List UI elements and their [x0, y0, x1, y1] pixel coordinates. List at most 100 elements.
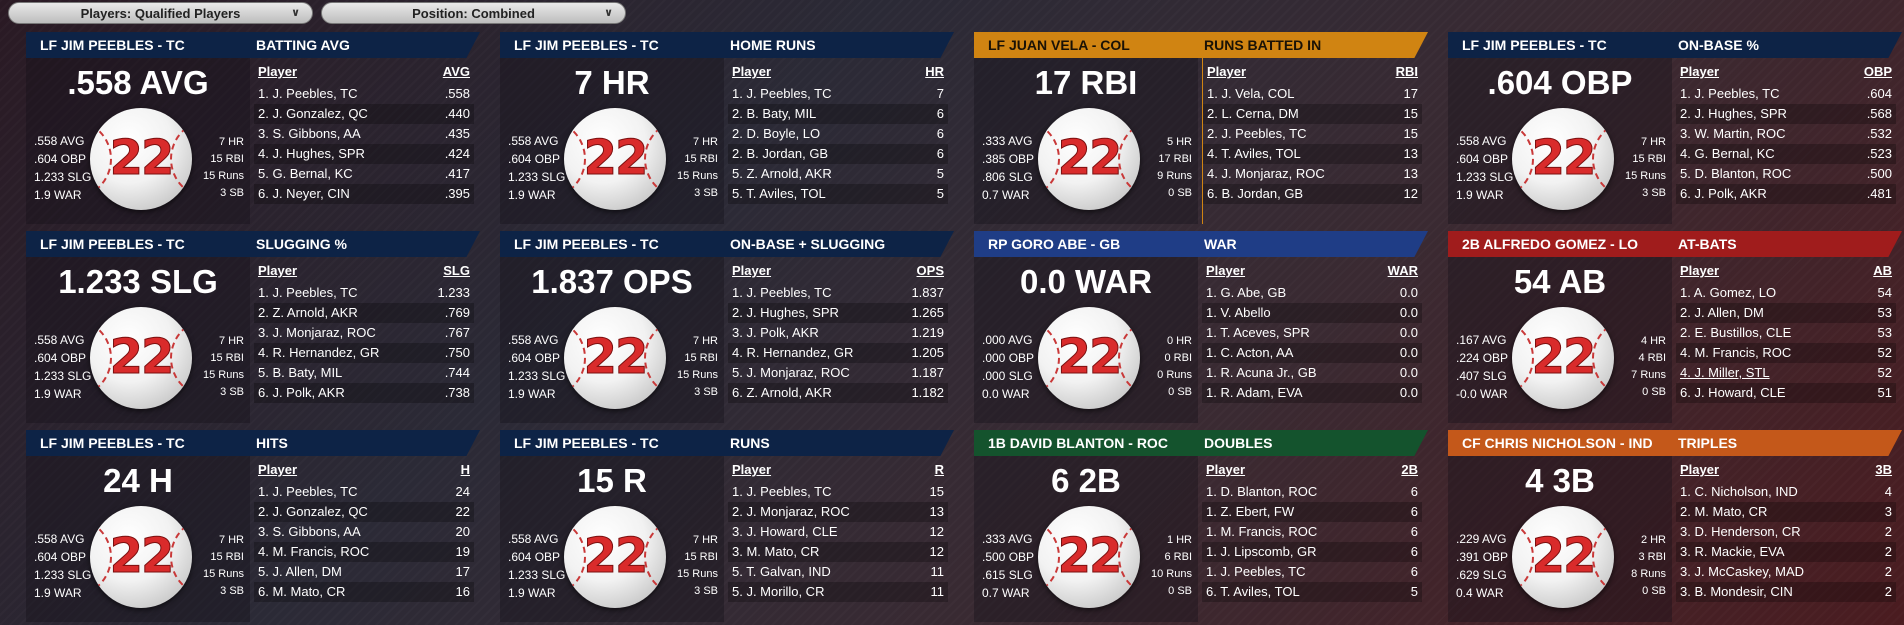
- leader-row[interactable]: 3. M. Mato, CR 12: [728, 542, 948, 562]
- leader-row[interactable]: 1. J. Peebles, TC .604: [1676, 84, 1896, 104]
- leader-name[interactable]: 2. Z. Arnold, AKR: [258, 305, 358, 320]
- leader-name[interactable]: 6. J. Howard, CLE: [1680, 385, 1786, 400]
- leader-card[interactable]: 2B ALFREDO GOMEZ - LO AT-BATS 54 AB 22 .…: [1448, 231, 1902, 423]
- leader-name[interactable]: 6. J. Polk, AKR: [1680, 186, 1767, 201]
- featured-player-name[interactable]: LF JIM PEEBLES - TC: [40, 37, 185, 53]
- leader-row[interactable]: 1. J. Peebles, TC 7: [728, 84, 948, 104]
- player-column-header[interactable]: Player: [258, 64, 298, 79]
- leader-row[interactable]: 1. J. Peebles, TC 6: [1202, 562, 1422, 582]
- leader-card[interactable]: LF JIM PEEBLES - TC RUNS 15 R 22 .558 AV…: [500, 430, 954, 622]
- leader-name[interactable]: 4. T. Aviles, TOL: [1207, 146, 1301, 161]
- leader-name[interactable]: 4. M. Francis, ROC: [1680, 345, 1792, 360]
- leader-name[interactable]: 1. R. Acuna Jr., GB: [1206, 365, 1317, 380]
- leader-name[interactable]: 4. M. Francis, ROC: [258, 544, 370, 559]
- leader-row[interactable]: 2. E. Bustillos, CLE 53: [1676, 323, 1896, 343]
- leader-row[interactable]: 1. M. Francis, ROC 6: [1202, 522, 1422, 542]
- leader-row[interactable]: 1. J. Vela, COL 17: [1203, 84, 1422, 104]
- leader-row[interactable]: 1. J. Peebles, TC 1.837: [728, 283, 948, 303]
- leader-name[interactable]: 6. J. Polk, AKR: [258, 385, 345, 400]
- leader-card[interactable]: RP GORO ABE - GB WAR 0.0 WAR 22 .000 AVG…: [974, 231, 1428, 423]
- leader-card[interactable]: LF JIM PEEBLES - TC ON-BASE % .604 OBP 2…: [1448, 32, 1902, 224]
- leader-name[interactable]: 3. S. Gibbons, AA: [258, 524, 361, 539]
- player-column-header[interactable]: Player: [1680, 462, 1720, 477]
- stat-column-header[interactable]: H: [460, 462, 470, 477]
- featured-player-name[interactable]: RP GORO ABE - GB: [988, 236, 1121, 252]
- leader-name[interactable]: 1. M. Francis, ROC: [1206, 524, 1318, 539]
- leader-name[interactable]: 1. J. Peebles, TC: [1680, 86, 1780, 101]
- leader-name[interactable]: 3. D. Henderson, CR: [1680, 524, 1801, 539]
- leader-row[interactable]: 3. S. Gibbons, AA .435: [254, 124, 474, 144]
- leader-row[interactable]: 6. M. Mato, CR 16: [254, 582, 474, 602]
- leader-row[interactable]: 6. J. Neyer, CIN .395: [254, 184, 474, 204]
- leader-name[interactable]: 3. J. Polk, AKR: [732, 325, 819, 340]
- leader-name[interactable]: 6. J. Neyer, CIN: [258, 186, 350, 201]
- leader-name[interactable]: 2. J. Peebles, TC: [1207, 126, 1307, 141]
- leader-row[interactable]: 5. J. Monjaraz, ROC 1.187: [728, 363, 948, 383]
- leader-name[interactable]: 5. J. Allen, DM: [258, 564, 342, 579]
- leader-name[interactable]: 1. J. Peebles, TC: [258, 285, 358, 300]
- leader-name[interactable]: 1. J. Peebles, TC: [258, 484, 358, 499]
- leader-name[interactable]: 4. J. Hughes, SPR: [258, 146, 365, 161]
- leader-row[interactable]: 1. J. Lipscomb, GR 6: [1202, 542, 1422, 562]
- stat-column-header[interactable]: AVG: [442, 64, 470, 79]
- player-column-header[interactable]: Player: [258, 462, 298, 477]
- leader-name[interactable]: 5. T. Galvan, IND: [732, 564, 831, 579]
- stat-column-header[interactable]: WAR: [1387, 263, 1418, 278]
- leader-row[interactable]: 3. J. Howard, CLE 12: [728, 522, 948, 542]
- leader-row[interactable]: 5. J. Allen, DM 17: [254, 562, 474, 582]
- leader-row[interactable]: 1. T. Aceves, SPR 0.0: [1202, 323, 1422, 343]
- leader-name[interactable]: 1. R. Adam, EVA: [1206, 385, 1303, 400]
- leader-name[interactable]: 5. B. Baty, MIL: [258, 365, 343, 380]
- player-column-header[interactable]: Player: [1206, 462, 1246, 477]
- leader-row[interactable]: 3. D. Henderson, CR 2: [1676, 522, 1896, 542]
- leader-name[interactable]: 1. A. Gomez, LO: [1680, 285, 1777, 300]
- leader-row[interactable]: 4. M. Francis, ROC 19: [254, 542, 474, 562]
- leader-name[interactable]: 1. V. Abello: [1206, 305, 1271, 320]
- leader-name[interactable]: 1. Z. Ebert, FW: [1206, 504, 1295, 519]
- player-column-header[interactable]: Player: [1680, 64, 1720, 79]
- leader-row[interactable]: 4. R. Hernandez, GR .750: [254, 343, 474, 363]
- featured-player-name[interactable]: 2B ALFREDO GOMEZ - LO: [1462, 236, 1639, 252]
- leader-row[interactable]: 2. Z. Arnold, AKR .769: [254, 303, 474, 323]
- leader-name[interactable]: 1. J. Peebles, TC: [732, 86, 832, 101]
- leader-name[interactable]: 2. B. Baty, MIL: [732, 106, 817, 121]
- stat-column-header[interactable]: OBP: [1863, 64, 1892, 79]
- leader-row[interactable]: 5. Z. Arnold, AKR 5: [728, 164, 948, 184]
- leader-name[interactable]: 3. J. Monjaraz, ROC: [258, 325, 376, 340]
- leader-row[interactable]: 2. B. Baty, MIL 6: [728, 104, 948, 124]
- leader-row[interactable]: 3. W. Martin, ROC .532: [1676, 124, 1896, 144]
- leader-name[interactable]: 2. E. Bustillos, CLE: [1680, 325, 1792, 340]
- leader-row[interactable]: 5. J. Morillo, CR 11: [728, 582, 948, 602]
- leader-row[interactable]: 1. J. Peebles, TC 15: [728, 482, 948, 502]
- leader-row[interactable]: 4. J. Monjaraz, ROC 13: [1203, 164, 1422, 184]
- leader-name[interactable]: 5. J. Monjaraz, ROC: [732, 365, 850, 380]
- stat-column-header[interactable]: OPS: [916, 263, 944, 278]
- featured-player-name[interactable]: 1B DAVID BLANTON - ROC: [988, 435, 1168, 451]
- leader-row[interactable]: 1. A. Gomez, LO 54: [1676, 283, 1896, 303]
- leader-row[interactable]: 3. J. Polk, AKR 1.219: [728, 323, 948, 343]
- leader-row[interactable]: 1. V. Abello 0.0: [1202, 303, 1422, 323]
- leader-row[interactable]: 2. J. Hughes, SPR .568: [1676, 104, 1896, 124]
- leader-row[interactable]: 3. J. Monjaraz, ROC .767: [254, 323, 474, 343]
- leader-name[interactable]: 1. T. Aceves, SPR: [1206, 325, 1310, 340]
- leader-name[interactable]: 1. G. Abe, GB: [1206, 285, 1287, 300]
- leader-row[interactable]: 2. J. Monjaraz, ROC 13: [728, 502, 948, 522]
- leader-row[interactable]: 1. J. Peebles, TC 24: [254, 482, 474, 502]
- leader-name[interactable]: 3. B. Mondesir, CIN: [1680, 584, 1793, 599]
- leader-name[interactable]: 2. J. Gonzalez, QC: [258, 504, 368, 519]
- leader-name[interactable]: 4. G. Bernal, KC: [1680, 146, 1775, 161]
- leader-row[interactable]: 6. Z. Arnold, AKR 1.182: [728, 383, 948, 403]
- leader-name[interactable]: 1. J. Vela, COL: [1207, 86, 1295, 101]
- leader-row[interactable]: 2. J. Gonzalez, QC .440: [254, 104, 474, 124]
- leader-name[interactable]: 4. J. Miller, STL: [1680, 365, 1770, 380]
- leader-row[interactable]: 6. J. Polk, AKR .481: [1676, 184, 1896, 204]
- leader-row[interactable]: 5. D. Blanton, ROC .500: [1676, 164, 1896, 184]
- leader-row[interactable]: 3. S. Gibbons, AA 20: [254, 522, 474, 542]
- leader-row[interactable]: 1. J. Peebles, TC 1.233: [254, 283, 474, 303]
- leader-row[interactable]: 6. T. Aviles, TOL 5: [1202, 582, 1422, 602]
- featured-player-name[interactable]: LF JIM PEEBLES - TC: [40, 435, 185, 451]
- leader-row[interactable]: 2. D. Boyle, LO 6: [728, 124, 948, 144]
- leader-name[interactable]: 1. J. Peebles, TC: [732, 285, 832, 300]
- leader-card[interactable]: LF JIM PEEBLES - TC ON-BASE + SLUGGING 1…: [500, 231, 954, 423]
- leader-name[interactable]: 2. J. Hughes, SPR: [1680, 106, 1787, 121]
